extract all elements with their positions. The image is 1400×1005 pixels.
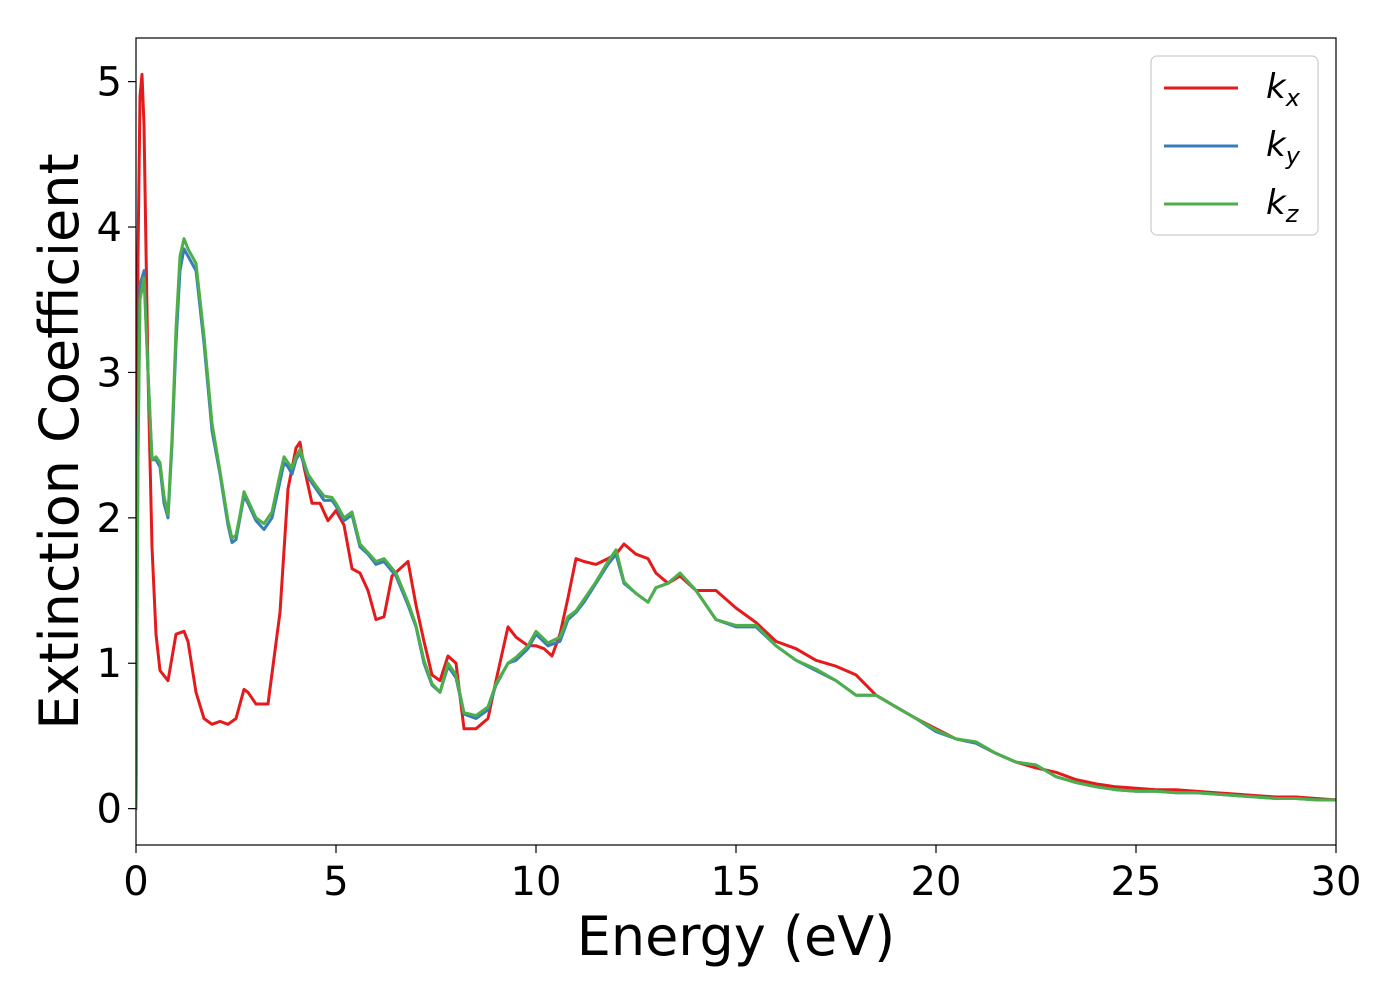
x-tick-label: 10 xyxy=(511,859,562,905)
x-tick-label: 25 xyxy=(1111,859,1162,905)
x-axis-label: Energy (eV) xyxy=(577,905,896,968)
plot-lines xyxy=(136,72,1336,811)
x-tick-label: 5 xyxy=(323,859,348,905)
series-line-ky xyxy=(136,247,1336,811)
y-tick-label: 1 xyxy=(97,641,122,687)
y-axis: 0 1 2 3 4 5 xyxy=(97,60,136,833)
y-tick-label: 4 xyxy=(97,205,122,251)
series-line-kz xyxy=(136,237,1336,811)
x-tick-label: 0 xyxy=(123,859,148,905)
x-tick-label: 30 xyxy=(1311,859,1362,905)
x-axis: 0 5 10 15 20 25 30 xyxy=(123,845,1361,905)
y-tick-label: 3 xyxy=(97,350,122,396)
y-tick-label: 5 xyxy=(97,60,122,106)
y-tick-label: 2 xyxy=(97,496,122,542)
x-tick-label: 15 xyxy=(711,859,762,905)
y-axis-label: Extinction Coefficient xyxy=(28,153,91,729)
x-tick-label: 20 xyxy=(911,859,962,905)
y-tick-label: 0 xyxy=(97,787,122,833)
